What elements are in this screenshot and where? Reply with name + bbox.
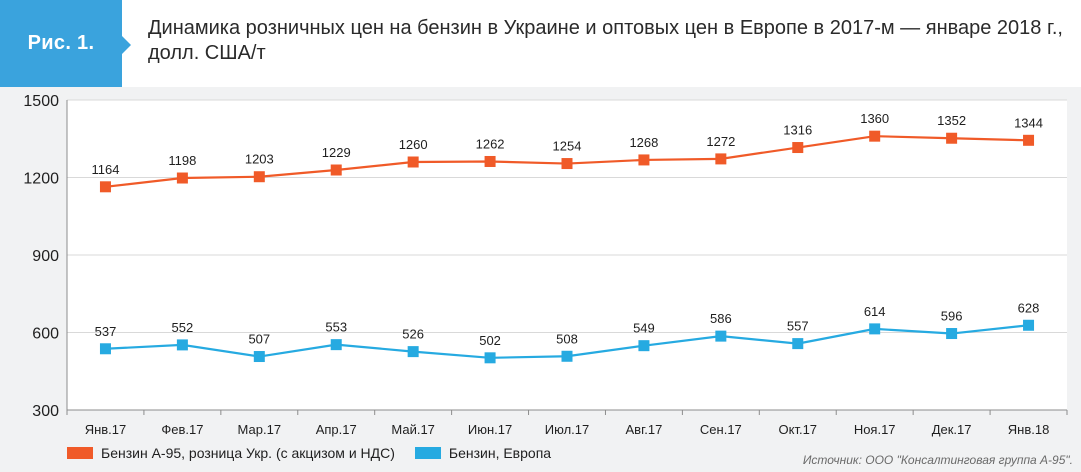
- data-label: 557: [787, 319, 809, 334]
- x-tick-label: Авг.17: [626, 422, 663, 437]
- x-tick-label: Окт.17: [779, 422, 818, 437]
- data-point: [869, 130, 881, 142]
- data-label: 614: [864, 304, 886, 319]
- data-label: 502: [479, 333, 501, 348]
- chart-title: Динамика розничных цен на бензин в Украи…: [148, 17, 1063, 64]
- data-label: 1272: [706, 134, 735, 149]
- data-label: 552: [172, 320, 194, 335]
- data-label: 628: [1018, 300, 1040, 315]
- data-point: [253, 171, 265, 183]
- data-point: [715, 330, 727, 342]
- data-label: 1344: [1014, 115, 1043, 130]
- data-point: [176, 339, 188, 351]
- data-point: [561, 158, 573, 170]
- x-tick-label: Фев.17: [161, 422, 203, 437]
- data-label: 1360: [860, 111, 889, 126]
- data-point: [253, 351, 265, 363]
- data-point: [946, 132, 958, 144]
- data-label: 537: [95, 324, 117, 339]
- data-label: 553: [325, 320, 347, 335]
- x-tick-label: Янв.17: [85, 422, 127, 437]
- data-label: 526: [402, 327, 424, 342]
- y-tick-label: 900: [32, 248, 59, 265]
- data-label: 1268: [629, 135, 658, 150]
- data-label: 1262: [476, 136, 505, 151]
- x-tick-label: Сен.17: [700, 422, 742, 437]
- data-point: [330, 339, 342, 351]
- data-point: [638, 340, 650, 352]
- x-tick-label: Май.17: [391, 422, 435, 437]
- source-note: Источник: ООО "Консалтинговая группа А-9…: [802, 453, 1073, 467]
- data-label: 508: [556, 331, 578, 346]
- legend-label-ukraine-retail: Бензин А-95, розница Укр. (с акцизом и Н…: [101, 445, 395, 461]
- data-label: 1198: [168, 153, 196, 168]
- data-point: [869, 323, 881, 335]
- x-tick-label: Дек.17: [932, 422, 972, 437]
- chart-legend: Бензин А-95, розница Укр. (с акцизом и Н…: [67, 442, 571, 464]
- x-tick-label: Апр.17: [316, 422, 357, 437]
- x-tick-label: Мар.17: [238, 422, 282, 437]
- data-point: [176, 172, 188, 184]
- data-point: [484, 352, 496, 364]
- data-point: [946, 328, 958, 340]
- y-tick-label: 300: [32, 403, 59, 420]
- data-label: 596: [941, 309, 963, 324]
- legend-item-europe: Бензин, Европа: [414, 445, 552, 461]
- data-label: 586: [710, 311, 732, 326]
- data-point: [792, 338, 804, 350]
- data-label: 507: [248, 332, 270, 347]
- data-point: [561, 350, 573, 362]
- legend-item-ukraine-retail: Бензин А-95, розница Укр. (с акцизом и Н…: [67, 445, 395, 461]
- x-tick-label: Июл.17: [545, 422, 589, 437]
- data-point: [638, 154, 650, 166]
- figure-number: Рис. 1.: [27, 32, 95, 54]
- data-label: 1316: [783, 123, 812, 138]
- data-point: [792, 142, 804, 154]
- data-label: 549: [633, 321, 655, 336]
- data-point: [407, 156, 419, 168]
- data-point: [1023, 319, 1035, 331]
- data-point: [407, 346, 419, 358]
- data-point: [484, 155, 496, 167]
- x-tick-label: Янв.18: [1008, 422, 1050, 437]
- data-label: 1203: [245, 152, 274, 167]
- data-point: [99, 343, 111, 355]
- y-tick-label: 1500: [23, 93, 59, 110]
- data-label: 1164: [91, 162, 119, 177]
- data-label: 1260: [399, 137, 428, 152]
- data-point: [1023, 134, 1035, 146]
- data-label: 1229: [322, 145, 351, 160]
- legend-label-europe: Бензин, Европа: [448, 445, 552, 461]
- data-point: [715, 153, 727, 165]
- data-label: 1254: [553, 139, 582, 154]
- y-tick-label: 600: [32, 326, 59, 343]
- data-point: [330, 164, 342, 176]
- figure-badge: Рис. 1.: [0, 0, 131, 87]
- y-tick-label: 1200: [23, 171, 59, 188]
- x-tick-label: Ноя.17: [854, 422, 896, 437]
- legend-swatch-europe: [414, 447, 441, 459]
- data-point: [99, 181, 111, 193]
- data-label: 1352: [937, 113, 966, 128]
- x-tick-label: Июн.17: [468, 422, 512, 437]
- legend-swatch-ukraine-retail: [67, 447, 93, 459]
